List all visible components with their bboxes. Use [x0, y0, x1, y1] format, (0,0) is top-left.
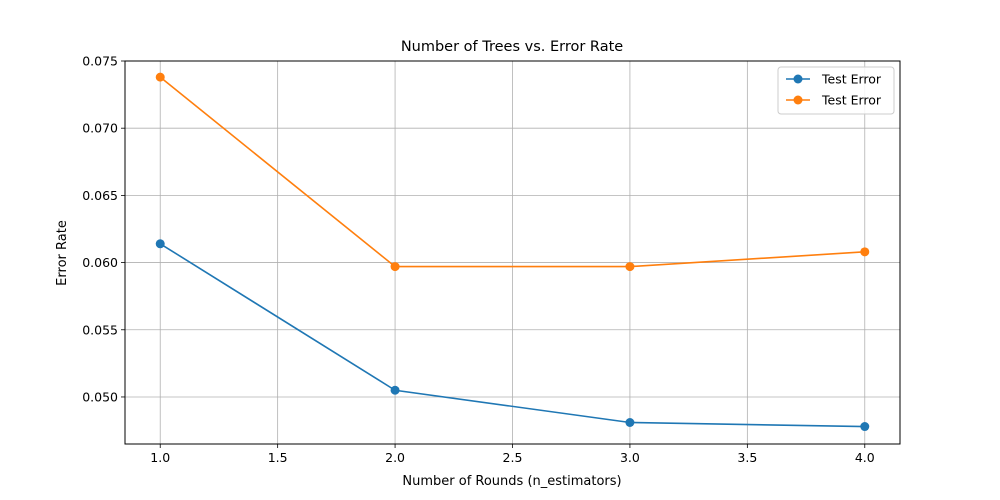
y-tick-label: 0.075: [82, 54, 118, 69]
x-axis-ticks: 1.0 1.5 2.0 2.5 3.0 3.5 4.0: [150, 444, 875, 465]
series-1-point: [860, 422, 870, 432]
x-tick-label: 2.5: [503, 450, 523, 465]
series-2-line: [159, 76, 865, 268]
series-2-point: [860, 247, 870, 257]
y-tick-label: 0.065: [82, 188, 118, 203]
series-1-point: [390, 385, 400, 395]
y-tick-label: 0.055: [82, 322, 118, 337]
series-1-point: [625, 417, 635, 427]
legend-label: Test Error: [821, 72, 882, 87]
series-2-point: [390, 262, 400, 272]
series-layer: [155, 72, 870, 432]
x-axis-label: Number of Rounds (n_estimators): [402, 474, 621, 489]
legend: Test Error Test Error: [777, 66, 895, 115]
x-tick-label: 1.5: [268, 450, 288, 465]
x-tick-label: 1.0: [150, 450, 170, 465]
series-2-point: [625, 262, 635, 272]
x-tick-label: 3.5: [737, 450, 757, 465]
y-axis-label: Error Rate: [55, 220, 70, 286]
grid-lines: [125, 60, 900, 444]
y-tick-label: 0.060: [82, 255, 118, 270]
x-tick-label: 3.0: [620, 450, 640, 465]
x-tick-label: 2.0: [385, 450, 405, 465]
x-tick-label: 4.0: [855, 450, 875, 465]
legend-swatch-marker: [793, 74, 803, 84]
legend-label: Test Error: [821, 93, 882, 108]
legend-swatch-marker: [793, 95, 803, 105]
series-1-line: [159, 243, 865, 428]
y-axis-ticks: 0.050 0.055 0.060 0.065 0.070 0.075: [82, 54, 125, 404]
series-1-point: [155, 239, 165, 249]
chart-title: Number of Trees vs. Error Rate: [401, 39, 623, 55]
series-2-point: [155, 72, 165, 82]
y-tick-label: 0.050: [82, 389, 118, 404]
y-tick-label: 0.070: [82, 121, 118, 136]
